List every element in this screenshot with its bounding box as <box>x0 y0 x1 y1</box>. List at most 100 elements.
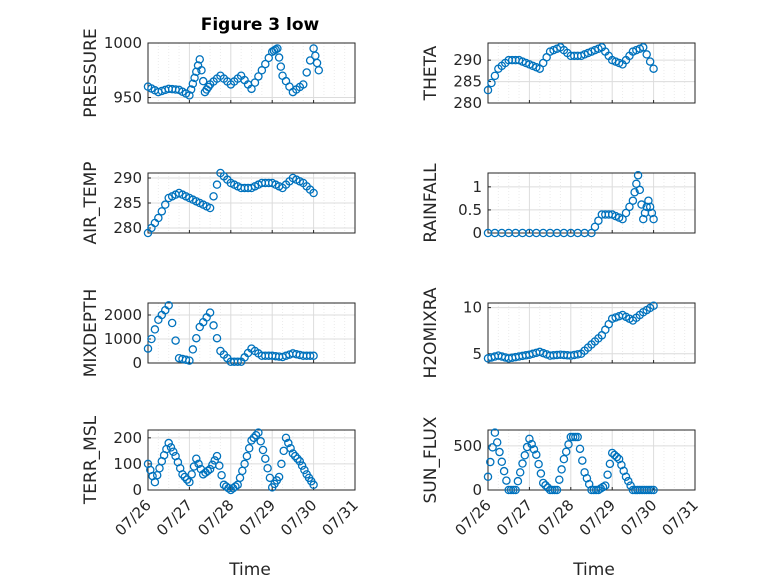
data-marker <box>212 333 222 343</box>
data-marker <box>511 485 520 495</box>
data-marker <box>557 465 566 474</box>
panel-3: 280 285 290 AIR_TEMP <box>81 162 356 245</box>
data-marker <box>486 457 495 467</box>
data-marker <box>261 454 270 463</box>
y-tick-label: 100 <box>113 455 142 473</box>
data-marker <box>621 208 631 218</box>
data-marker <box>552 485 562 495</box>
data-marker <box>529 445 539 454</box>
data-marker <box>215 461 224 470</box>
data-marker <box>645 202 655 212</box>
data-marker <box>538 478 548 488</box>
data-marker <box>591 485 601 495</box>
data-marker <box>483 85 493 95</box>
data-marker <box>612 452 622 462</box>
data-marker <box>205 464 215 474</box>
data-marker <box>186 85 196 94</box>
y-tick-label: 0 <box>132 481 142 499</box>
y-tick-label: 5 <box>472 345 482 363</box>
data-marker <box>185 356 194 365</box>
data-marker <box>181 355 191 365</box>
data-marker <box>166 443 176 452</box>
y-axis-label: TERR_MSL <box>81 415 101 505</box>
data-marker <box>302 68 311 77</box>
y-tick-label: 0 <box>132 354 142 372</box>
data-marker <box>164 438 173 448</box>
data-marker <box>314 66 324 75</box>
y-tick-label: 200 <box>113 429 142 447</box>
data-marker <box>274 53 284 62</box>
data-marker <box>626 481 635 490</box>
data-marker <box>167 318 177 328</box>
data-marker <box>506 485 516 495</box>
data-marker <box>632 179 641 189</box>
data-marker <box>642 202 651 212</box>
data-marker <box>495 447 504 457</box>
data-marker <box>645 57 655 66</box>
data-marker <box>628 196 638 205</box>
data-marker <box>642 50 651 59</box>
x-tick-label: 07/29 <box>576 496 619 539</box>
axes-box <box>487 172 696 234</box>
data-marker <box>279 446 288 456</box>
data-marker <box>637 200 646 209</box>
data-marker <box>212 180 222 189</box>
data-marker <box>143 344 153 353</box>
y-tick-label: 280 <box>113 219 142 237</box>
data-marker <box>217 470 226 480</box>
data-marker <box>150 325 160 334</box>
x-tick-label: 07/29 <box>236 496 279 539</box>
data-marker <box>197 66 206 75</box>
data-marker <box>254 428 263 437</box>
y-tick-label: 285 <box>453 73 482 91</box>
x-tick-label: 07/26 <box>452 496 495 539</box>
y-tick-label: 0 <box>472 224 482 242</box>
y-tick-label: 950 <box>113 89 142 107</box>
data-marker <box>274 472 284 482</box>
data-marker <box>210 456 219 465</box>
y-axis-label: PRESSURE <box>81 28 101 117</box>
data-marker <box>573 350 582 359</box>
x-tick-label: 07/27 <box>493 496 536 539</box>
data-marker <box>192 333 201 343</box>
data-marker <box>532 450 541 459</box>
x-tick-label: 07/30 <box>617 496 660 539</box>
x-axis-label-right: Time <box>572 560 615 580</box>
data-marker <box>603 470 612 479</box>
data-marker <box>548 485 557 495</box>
data-marker <box>497 457 507 467</box>
data-marker <box>624 476 633 486</box>
x-axis-label-left: Time <box>228 560 271 580</box>
data-marker <box>311 51 320 60</box>
x-tick-label: 07/30 <box>277 496 320 539</box>
data-marker <box>633 171 643 180</box>
data-marker <box>238 466 247 476</box>
data-marker <box>203 466 213 476</box>
data-marker <box>263 464 272 473</box>
y-axis-label: H2OMIXRA <box>421 287 441 378</box>
data-marker <box>621 472 631 482</box>
y-axis-label: AIR_TEMP <box>81 162 101 245</box>
data-marker <box>188 79 198 88</box>
data-marker <box>194 459 203 469</box>
data-marker <box>261 59 270 69</box>
data-marker <box>573 432 582 442</box>
data-marker <box>515 468 525 477</box>
data-marker <box>171 336 180 345</box>
data-marker <box>264 53 273 63</box>
data-marker <box>209 192 218 201</box>
data-marker <box>281 433 291 443</box>
data-marker <box>499 466 509 476</box>
data-marker <box>298 80 308 89</box>
data-marker <box>284 438 293 448</box>
data-marker <box>492 438 502 447</box>
data-marker <box>644 196 653 205</box>
data-marker <box>233 357 242 367</box>
data-marker <box>251 430 261 440</box>
data-marker <box>578 456 587 465</box>
data-marker <box>605 459 615 469</box>
data-marker <box>247 84 256 94</box>
y-tick-label: 0 <box>472 481 482 499</box>
